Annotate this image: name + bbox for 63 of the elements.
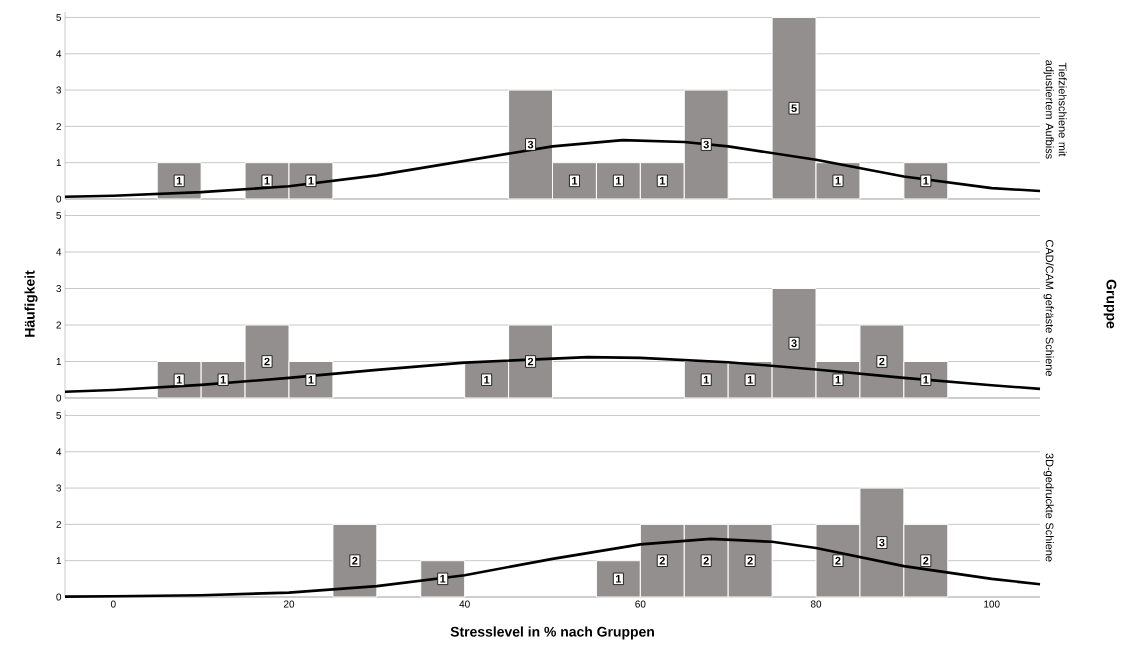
- data-label: 1: [176, 375, 182, 384]
- y2-axis-title: Gruppe: [1103, 279, 1117, 329]
- data-label: 2: [703, 556, 709, 565]
- data-label: 2: [264, 357, 270, 366]
- x-tick-label: 100: [984, 600, 1000, 608]
- line-series: [63, 355, 1042, 394]
- data-label: 1: [308, 177, 314, 185]
- text: Tiefziehschiene mit adjustiertem Aufbiss: [1043, 60, 1067, 159]
- y-tick-label: 1: [56, 557, 61, 565]
- y-tick-label: 0: [56, 195, 62, 203]
- data-label: 1: [659, 177, 666, 185]
- data-label: 1: [923, 177, 929, 185]
- y-tick-label: 0: [56, 593, 62, 601]
- data-label: 1: [923, 375, 929, 384]
- y-tick-label: 2: [56, 520, 61, 528]
- x-tick-label: 40: [459, 600, 470, 608]
- text: 3D-gedruckte Schiene: [1043, 453, 1054, 562]
- data-label: 1: [835, 375, 841, 384]
- y-tick-label: 2: [56, 122, 61, 130]
- text: CAD/CAM gefräste Schiene: [1043, 240, 1054, 377]
- data-label: 1: [616, 575, 622, 583]
- y-tick-label: 5: [56, 411, 62, 419]
- data-label: 2: [659, 556, 665, 565]
- data-label: 1: [616, 177, 622, 185]
- data-label: 1: [308, 375, 314, 384]
- y-axis-title: Häufigkeit: [24, 270, 38, 337]
- data-label: 2: [923, 556, 929, 565]
- data-label: 1: [176, 177, 182, 185]
- data-label: 1: [572, 177, 578, 185]
- data-label: 5: [791, 104, 797, 113]
- y-tick-label: 4: [56, 50, 62, 58]
- y-tick-label: 1: [56, 159, 61, 167]
- y-tick-label: 4: [56, 248, 62, 256]
- data-label: 2: [352, 556, 358, 565]
- x-axis-title: Stresslevel in % nach Gruppen: [450, 626, 654, 640]
- data-label: 1: [835, 177, 841, 185]
- y-tick-label: 3: [56, 284, 62, 292]
- data-label: 1: [440, 575, 446, 583]
- data-label: 2: [879, 357, 885, 366]
- data-label: 2: [835, 556, 841, 565]
- data-label: 3: [791, 339, 797, 348]
- y-tick-label: 5: [56, 13, 62, 21]
- y-tick-label: 3: [56, 484, 62, 492]
- x-tick-label: 0: [110, 600, 116, 608]
- data-label: 3: [527, 140, 534, 149]
- y-tick-label: 2: [56, 321, 61, 329]
- data-label: 1: [264, 177, 270, 185]
- data-label: 2: [747, 556, 753, 565]
- x-tick-label: 20: [283, 600, 295, 608]
- data-label: 2: [527, 357, 534, 366]
- data-label: 1: [220, 375, 226, 384]
- y-tick-label: 5: [56, 211, 62, 219]
- data-label: 3: [879, 538, 885, 547]
- x-tick-label: 80: [810, 600, 822, 608]
- data-label: 3: [703, 140, 709, 149]
- x-tick-label: 60: [635, 600, 646, 608]
- data-label: 1: [747, 375, 753, 384]
- y-tick-label: 4: [56, 448, 62, 456]
- y-tick-label: 0: [56, 394, 62, 402]
- y-tick-label: 3: [56, 86, 62, 94]
- data-label: 1: [484, 375, 490, 384]
- data-label: 1: [703, 375, 709, 384]
- y-tick-label: 1: [56, 358, 61, 365]
